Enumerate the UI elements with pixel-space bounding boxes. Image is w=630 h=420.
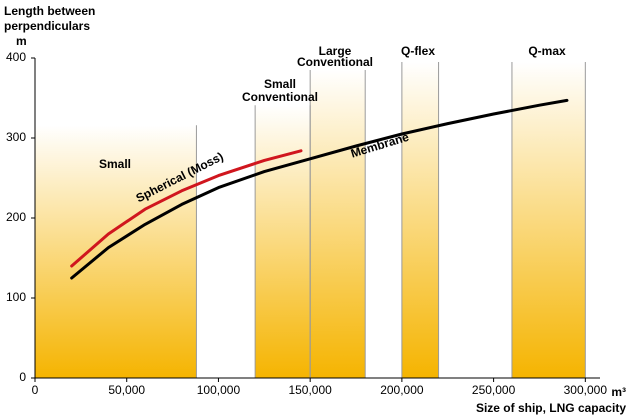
size-band — [310, 70, 366, 378]
x-axis-unit: m³ — [611, 385, 626, 399]
y-tick-label: 100 — [6, 290, 26, 304]
x-axis-label: Size of ship, LNG capacity — [476, 401, 626, 415]
band-label: Conventional — [297, 55, 373, 69]
y-tick-label: 300 — [6, 130, 26, 144]
y-tick-label: 200 — [6, 210, 26, 224]
x-tick-label: 50,000 — [108, 383, 145, 397]
size-band — [511, 62, 586, 378]
x-tick-label: 150,000 — [288, 383, 332, 397]
x-tick-label: 200,000 — [380, 383, 424, 397]
band-label: Small — [264, 77, 296, 91]
y-axis-unit: m — [16, 34, 27, 48]
size-band — [255, 105, 311, 378]
band-label: Large — [319, 44, 352, 58]
band-label: Conventional — [242, 90, 318, 104]
x-tick-label: 0 — [32, 383, 39, 397]
x-tick-label: 300,000 — [564, 383, 608, 397]
curve — [70, 149, 303, 268]
y-axis-label: perpendiculars — [4, 19, 90, 33]
size-band — [401, 62, 439, 378]
y-axis-label: Length between — [4, 4, 95, 18]
y-tick-label: 0 — [19, 370, 26, 384]
size-band — [35, 125, 197, 378]
x-tick-label: 250,000 — [472, 383, 516, 397]
band-label: Q-max — [528, 44, 566, 58]
band-label: Small — [99, 157, 131, 171]
x-tick-label: 100,000 — [197, 383, 241, 397]
y-tick-label: 400 — [6, 50, 26, 64]
band-label: Q-flex — [401, 44, 435, 58]
curve — [70, 98, 569, 280]
